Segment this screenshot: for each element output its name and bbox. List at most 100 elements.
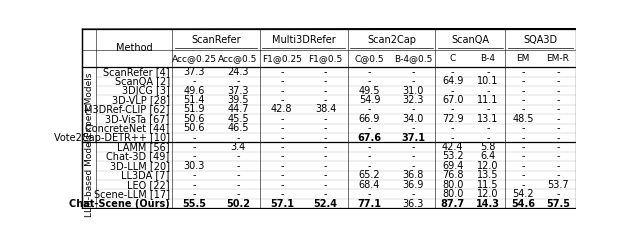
- Text: 36.8: 36.8: [403, 170, 424, 180]
- Text: -: -: [193, 152, 196, 161]
- Text: B-4@0.5: B-4@0.5: [394, 54, 433, 63]
- Text: -: -: [556, 170, 560, 180]
- Text: 80.0: 80.0: [442, 189, 463, 199]
- Text: 11.5: 11.5: [477, 180, 499, 190]
- Text: 57.5: 57.5: [546, 199, 570, 208]
- Text: EM-R: EM-R: [547, 54, 570, 63]
- Text: -: -: [324, 114, 328, 124]
- Text: -: -: [521, 104, 525, 114]
- Text: 42.4: 42.4: [442, 142, 463, 152]
- Text: 52.4: 52.4: [314, 199, 338, 208]
- Text: -: -: [412, 152, 415, 161]
- Text: 57.1: 57.1: [270, 199, 294, 208]
- Text: -: -: [280, 189, 284, 199]
- Text: 3D-VLP [28]: 3D-VLP [28]: [112, 95, 170, 105]
- Text: -: -: [521, 67, 525, 77]
- Text: 51.4: 51.4: [184, 95, 205, 105]
- Text: 80.0: 80.0: [442, 180, 463, 190]
- Text: -: -: [280, 67, 284, 77]
- Text: 13.5: 13.5: [477, 170, 499, 180]
- Text: 12.0: 12.0: [477, 161, 499, 171]
- Text: -: -: [324, 86, 328, 96]
- Text: 49.6: 49.6: [184, 86, 205, 96]
- Text: 37.1: 37.1: [401, 133, 426, 143]
- Text: 49.5: 49.5: [359, 86, 380, 96]
- Text: -: -: [193, 133, 196, 143]
- Text: 39.5: 39.5: [227, 95, 249, 105]
- Text: 53.2: 53.2: [442, 152, 463, 161]
- Text: -: -: [451, 133, 454, 143]
- Text: -: -: [236, 180, 240, 190]
- Text: -: -: [451, 86, 454, 96]
- Text: 13.1: 13.1: [477, 114, 499, 124]
- Text: 72.9: 72.9: [442, 114, 463, 124]
- Text: -: -: [324, 76, 328, 86]
- Text: -: -: [368, 76, 371, 86]
- Text: -: -: [556, 86, 560, 96]
- Text: -: -: [521, 76, 525, 86]
- Text: 65.2: 65.2: [358, 170, 380, 180]
- Text: -: -: [280, 86, 284, 96]
- Text: 38.4: 38.4: [315, 104, 337, 114]
- Text: 54.2: 54.2: [512, 189, 534, 199]
- Text: -: -: [486, 123, 490, 133]
- Text: -: -: [324, 142, 328, 152]
- Text: 32.3: 32.3: [403, 95, 424, 105]
- Text: LLM-based Models: LLM-based Models: [84, 134, 93, 217]
- Text: 66.9: 66.9: [359, 114, 380, 124]
- Text: -: -: [193, 170, 196, 180]
- Text: SQA3D: SQA3D: [524, 35, 557, 44]
- Text: LEO [22]: LEO [22]: [127, 180, 170, 190]
- Text: ScanQA [2]: ScanQA [2]: [115, 76, 170, 86]
- Text: 51.9: 51.9: [184, 104, 205, 114]
- Text: Method: Method: [116, 43, 152, 53]
- Text: 87.7: 87.7: [441, 199, 465, 208]
- Text: -: -: [451, 104, 454, 114]
- Text: 3D-LLM [20]: 3D-LLM [20]: [109, 161, 170, 171]
- Text: -: -: [324, 180, 328, 190]
- Text: 5.8: 5.8: [480, 142, 495, 152]
- Text: -: -: [368, 152, 371, 161]
- Text: -: -: [451, 67, 454, 77]
- Text: ScanRefer: ScanRefer: [191, 35, 241, 44]
- Text: ScanQA: ScanQA: [451, 35, 490, 44]
- Text: Scene-LLM [17]: Scene-LLM [17]: [93, 189, 170, 199]
- Text: -: -: [521, 95, 525, 105]
- Text: F1@0.25: F1@0.25: [262, 54, 301, 63]
- Text: -: -: [368, 67, 371, 77]
- Text: B-4: B-4: [481, 54, 495, 63]
- Text: -: -: [556, 152, 560, 161]
- Text: 67.6: 67.6: [358, 133, 381, 143]
- Text: 44.7: 44.7: [227, 104, 249, 114]
- Text: Vote2Cap-DETR++ [10]: Vote2Cap-DETR++ [10]: [54, 133, 170, 143]
- Text: ConcreteNet [44]: ConcreteNet [44]: [86, 123, 170, 133]
- Text: -: -: [324, 95, 328, 105]
- Text: -: -: [486, 86, 490, 96]
- Text: 24.3: 24.3: [227, 67, 249, 77]
- Text: 46.5: 46.5: [227, 123, 249, 133]
- Text: 3.4: 3.4: [230, 142, 246, 152]
- Text: -: -: [324, 152, 328, 161]
- Text: 36.3: 36.3: [403, 199, 424, 208]
- Text: -: -: [368, 142, 371, 152]
- Text: -: -: [324, 189, 328, 199]
- Text: -: -: [412, 161, 415, 171]
- Text: -: -: [236, 152, 240, 161]
- Text: -: -: [412, 76, 415, 86]
- Text: -: -: [236, 76, 240, 86]
- Text: -: -: [451, 123, 454, 133]
- Text: LAMM [56]: LAMM [56]: [117, 142, 170, 152]
- Text: -: -: [521, 123, 525, 133]
- Text: 11.1: 11.1: [477, 95, 499, 105]
- Text: 77.1: 77.1: [358, 199, 381, 208]
- Text: Scan2Cap: Scan2Cap: [367, 35, 416, 44]
- Text: -: -: [556, 95, 560, 105]
- Text: -: -: [412, 189, 415, 199]
- Text: -: -: [556, 67, 560, 77]
- Text: -: -: [280, 133, 284, 143]
- Text: Expert Models: Expert Models: [84, 72, 93, 137]
- Text: -: -: [486, 67, 490, 77]
- Text: 3D-VisTa [67]: 3D-VisTa [67]: [106, 114, 170, 124]
- Text: F1@0.5: F1@0.5: [308, 54, 343, 63]
- Text: -: -: [280, 161, 284, 171]
